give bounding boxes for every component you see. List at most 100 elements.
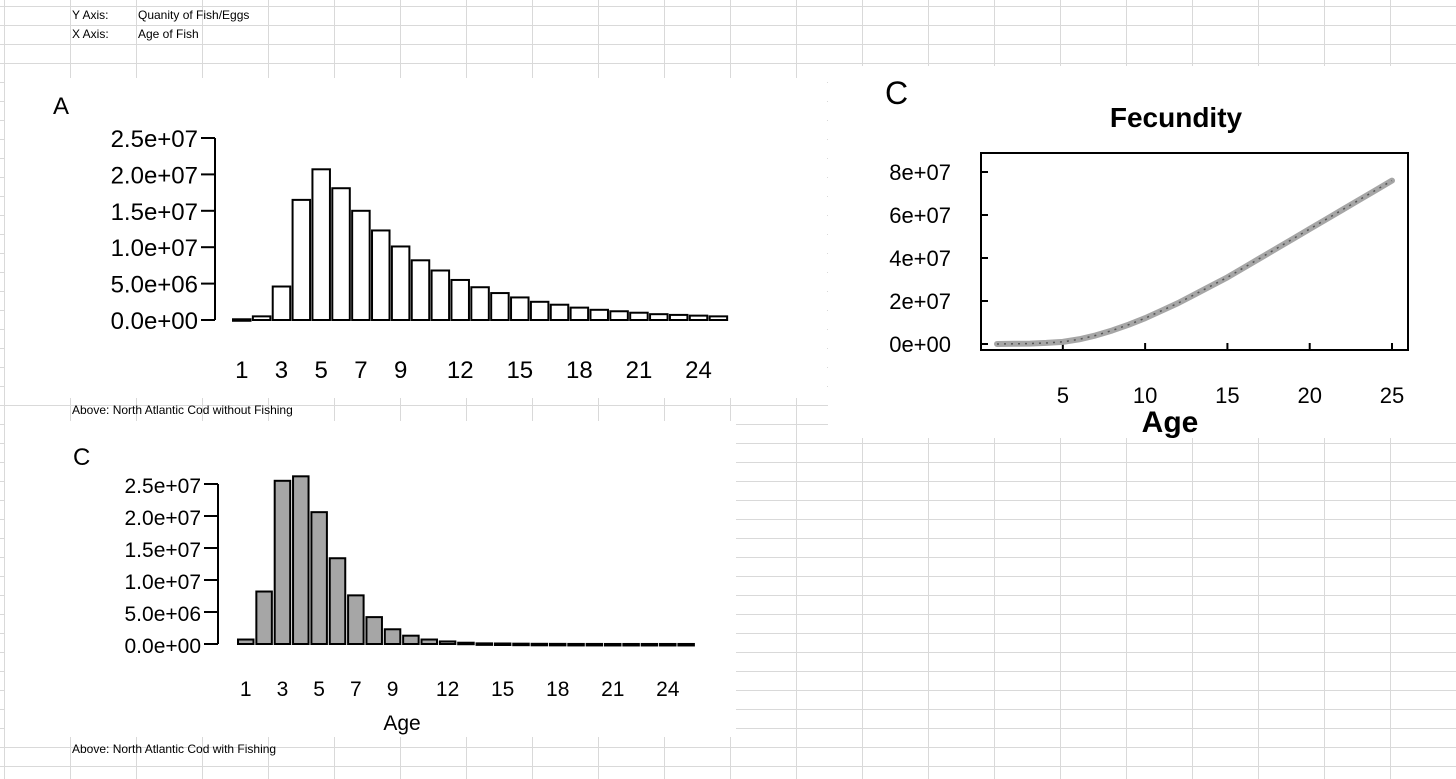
y-tick-label: 2.5e+07: [125, 475, 202, 498]
bar-age-3: [271, 285, 292, 321]
x-tick-label: 10: [1133, 383, 1157, 408]
bar-age-8: [371, 229, 391, 321]
x-axis-title: Age: [1142, 406, 1199, 438]
x-tick-label: 12: [447, 357, 474, 384]
bar-chart-with-fishing: C 0.0e+00 5.0e+06 1.0e+07 1.5e+07 2.0e+07 2.5e…: [73, 444, 695, 735]
bar-age-17: [530, 642, 549, 647]
x-tick-label: 5: [313, 678, 325, 701]
y-tick-label: 6e+07: [889, 203, 951, 228]
x-tick-label: 1: [235, 357, 248, 384]
panel-letter: A: [53, 93, 69, 120]
bar-age-7: [347, 594, 365, 645]
y-tick-label: 8e+07: [889, 160, 951, 185]
bar-age-4: [292, 475, 310, 645]
y-tick-label: 4e+07: [889, 246, 951, 271]
y-axis-label-cell[interactable]: Y Axis:: [72, 8, 109, 22]
line-chart-fecundity: C Fecundity 0e+00 2e+07 4e+07 6e+07 8e+07 5 10 15…: [885, 75, 1409, 439]
y-tick-label: 0.0e+00: [111, 308, 198, 335]
bar-age-2: [251, 315, 272, 322]
x-tick-label: 24: [685, 357, 712, 384]
bar-age-11: [420, 638, 438, 646]
bar-age-18: [569, 306, 590, 321]
bar-age-14: [490, 292, 510, 321]
bar-age-12: [450, 278, 470, 322]
chart-panel-no-fishing[interactable]: A 0.0e+00 5.0e+06 1.0e+07 1.5e+07 2.0e+07 2.5e…: [5, 78, 827, 398]
x-tick-label: 12: [436, 678, 459, 701]
bar-age-20: [609, 310, 629, 322]
bar-age-13: [470, 286, 490, 322]
x-tick-label: 18: [546, 678, 569, 701]
x-tick-label: 21: [601, 678, 624, 701]
y-tick-label: 0.0e+00: [125, 635, 202, 658]
bar-age-19: [589, 308, 609, 321]
x-tick-label: 15: [506, 357, 533, 384]
x-tick-label: 18: [566, 357, 593, 384]
x-tick-label: 3: [277, 678, 289, 701]
fecundity-line-dots: [996, 179, 1393, 345]
x-axis-value-cell[interactable]: Age of Fish: [138, 27, 199, 41]
bar-age-16: [512, 642, 530, 647]
bar-age-9: [383, 628, 402, 645]
bar-age-16: [529, 300, 550, 322]
bar-age-4: [291, 198, 312, 321]
x-tick-label: 9: [387, 678, 399, 701]
bar-age-10: [402, 634, 420, 645]
bar-age-17: [549, 303, 570, 322]
bar-age-19: [567, 642, 585, 647]
bar-age-23: [668, 313, 689, 322]
bar-age-21: [604, 642, 622, 647]
bar-age-5: [311, 168, 331, 321]
bar-age-2: [255, 590, 273, 646]
bar-age-22: [649, 313, 669, 321]
x-tick-label: 1: [240, 678, 252, 701]
x-tick-label: 21: [626, 357, 653, 384]
bar-age-3: [273, 479, 292, 645]
y-tick-label: 0e+00: [889, 332, 951, 357]
bar-age-7: [351, 209, 371, 321]
chart-panel-fecundity[interactable]: C Fecundity 0e+00 2e+07 4e+07 6e+07 8e+07 5 10 15…: [828, 66, 1456, 439]
bar-age-25: [677, 642, 695, 647]
bar-age-15: [493, 642, 512, 646]
bar-age-18: [548, 642, 567, 647]
bar-age-24: [659, 642, 677, 647]
bar-age-1: [232, 318, 252, 322]
chart-panel-with-fishing[interactable]: C 0.0e+00 5.0e+06 1.0e+07 1.5e+07 2.0e+07 2.5e…: [5, 421, 736, 737]
bar-age-6: [328, 557, 347, 646]
y-tick-label: 1.0e+07: [125, 571, 202, 594]
bar-age-6: [331, 187, 351, 322]
panel-letter: C: [73, 444, 90, 471]
bar-age-10: [410, 259, 431, 321]
plot-frame: [980, 152, 1409, 351]
y-tick-label: 2e+07: [889, 289, 951, 314]
bar-age-23: [640, 642, 659, 647]
x-axis-label-cell[interactable]: X Axis:: [72, 27, 109, 41]
bar-age-14: [475, 642, 494, 646]
y-tick-label: 2.5e+07: [111, 126, 198, 153]
y-tick-label: 2.0e+07: [125, 507, 202, 530]
bar-age-22: [622, 642, 640, 647]
x-tick-label: 7: [354, 357, 367, 384]
bar-age-12: [438, 640, 457, 646]
bar-age-5: [310, 511, 328, 645]
fecundity-line: [994, 177, 1395, 347]
x-tick-label: 9: [394, 357, 407, 384]
x-axis-title: Age: [383, 712, 420, 735]
bar-age-15: [510, 296, 530, 322]
y-tick-label: 1.5e+07: [125, 539, 202, 562]
bar-age-9: [390, 245, 411, 321]
caption-with-fishing[interactable]: Above: North Atlantic Cod with Fishing: [72, 742, 277, 756]
caption-no-fishing[interactable]: Above: North Atlantic Cod without Fishin…: [72, 403, 293, 417]
panel-letter: C: [885, 75, 908, 111]
x-tick-label: 5: [1057, 383, 1069, 408]
x-tick-label: 5: [315, 357, 328, 384]
x-tick-label: 20: [1297, 383, 1321, 408]
bar-age-24: [688, 314, 709, 322]
y-tick-label: 1.5e+07: [111, 199, 198, 226]
y-tick-label: 1.0e+07: [111, 235, 198, 262]
y-tick-label: 2.0e+07: [111, 162, 198, 189]
y-axis-value-cell[interactable]: Quanity of Fish/Eggs: [138, 8, 250, 22]
y-tick-label: 5.0e+06: [125, 603, 202, 626]
x-tick-label: 3: [275, 357, 288, 384]
bar-age-1: [237, 638, 255, 646]
bar-age-21: [629, 311, 649, 322]
